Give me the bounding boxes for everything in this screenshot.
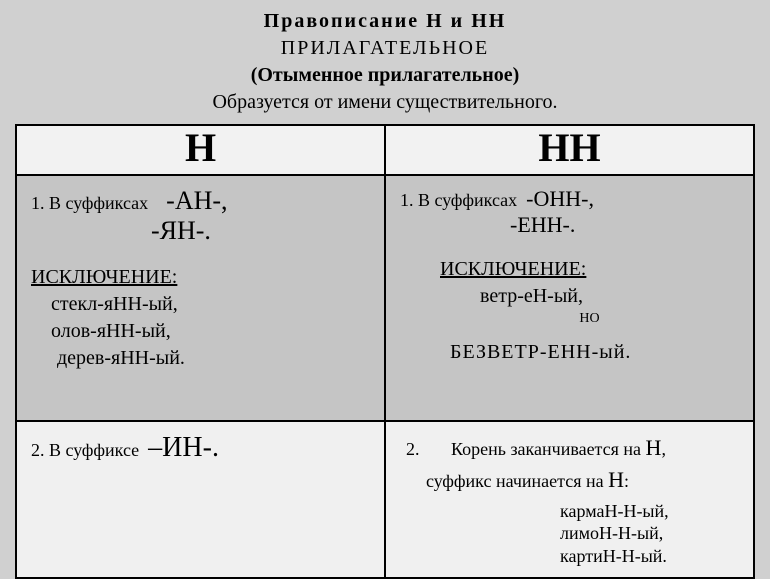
exception-list: ветр-еН-ый, НО [480,283,739,329]
exception-label: ИСКЛЮЧЕНИЕ: [440,258,739,281]
col-header-nn: НН [385,125,754,175]
big-letter: Н [646,435,662,460]
header: Правописание Н и НН ПРИЛАГАТЕЛЬНОЕ (Отым… [0,0,770,120]
exception-label: ИСКЛЮЧЕНИЕ: [31,266,370,289]
exception-list: стекл-яНН-ый, олов-яНН-ый, дерев-яНН-ый. [51,291,370,372]
example-item: кармаН-Н-ый, [560,500,739,523]
title-line-1: Правописание Н и НН [0,8,770,35]
cell-left-1: 1. В суффиксах -АН-, -ЯН-. ИСКЛЮЧЕНИЕ: с… [16,175,385,421]
cell-right-1: 1. В суффиксах -ОНН-, -ЕНН-. ИСКЛЮЧЕНИЕ:… [385,175,754,421]
example-item: картиН-Н-ый. [560,545,739,568]
rule-text: 1. В суффиксах -ОНН-, [400,186,739,212]
exception-item: стекл-яНН-ый, [51,291,370,318]
rule-text: 1. В суффиксах -АН-, [31,186,370,216]
rule-part: Корень заканчивается на [451,439,646,459]
rule-prefix: 2. В суффиксе [31,440,139,460]
suffix: -ЕНН-. [510,212,739,238]
rule-part: : [624,471,629,491]
rule-part: суффикс начинается на [426,471,608,491]
table-header-row: Н НН [16,125,754,175]
exception-item: олов-яНН-ый, [51,318,370,345]
rules-table: Н НН 1. В суффиксах -АН-, -ЯН-. ИСКЛЮЧЕН… [15,124,755,579]
but-label: НО [440,310,739,329]
suffix: -АН-, [166,186,227,215]
table-row: 2. В суффиксе –ИН-. 2. Корень заканчивае… [16,421,754,578]
exception-item: ветр-еН-ый, [480,283,739,310]
title-line-2: ПРИЛАГАТЕЛЬНОЕ [0,35,770,62]
example-item: лимоН-Н-ый, [560,522,739,545]
rule-text: 2. Корень заканчивается на Н, суффикс на… [400,432,739,496]
suffix: –ИН-. [148,432,219,463]
rule-prefix: 1. В суффиксах [31,193,148,213]
table-row: 1. В суффиксах -АН-, -ЯН-. ИСКЛЮЧЕНИЕ: с… [16,175,754,421]
rule-num: 2. [406,439,420,459]
rule-prefix: 1. В суффиксах [400,190,517,210]
title-line-3: (Отыменное прилагательное) [0,62,770,89]
final-example: БЕЗВЕТР-ЕНН-ый. [450,341,739,364]
col-header-n: Н [16,125,385,175]
example-list: кармаН-Н-ый, лимоН-Н-ый, картиН-Н-ый. [560,500,739,568]
rule-text: 2. В суффиксе –ИН-. [31,432,370,464]
big-letter: Н [608,467,624,492]
cell-left-2: 2. В суффиксе –ИН-. [16,421,385,578]
suffix: -ЯН-. [151,216,370,246]
cell-right-2: 2. Корень заканчивается на Н, суффикс на… [385,421,754,578]
title-line-4: Образуется от имени существительного. [0,89,770,116]
suffix: -ОНН-, [526,186,594,211]
rule-part: , [661,439,666,459]
exception-item: дерев-яНН-ый. [57,345,370,372]
